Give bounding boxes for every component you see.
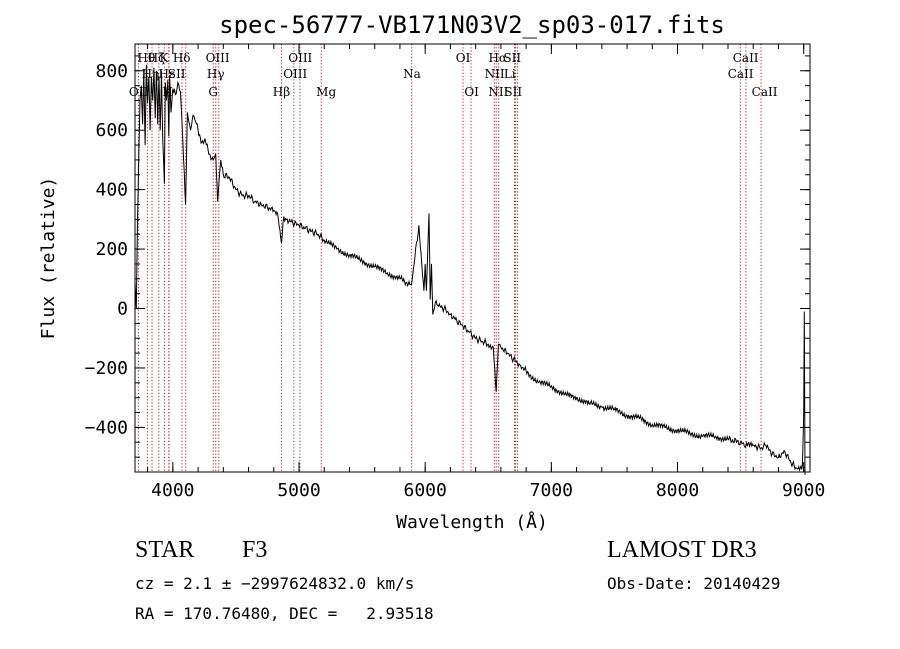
line-label-27: CaII	[752, 85, 778, 99]
axis-ticks	[135, 44, 810, 472]
plot-frame	[134, 43, 811, 473]
line-label-14: OIII	[288, 51, 312, 65]
y-tick-label: 400	[95, 180, 128, 201]
line-label-21: NII	[488, 85, 508, 99]
line-label-13: OIII	[283, 67, 307, 81]
line-label-26: CaII	[733, 51, 759, 65]
x-tick-label: 7000	[530, 480, 573, 501]
y-tick-label: 800	[95, 61, 128, 82]
line-label-1: Hθ	[138, 51, 156, 65]
object-subclass: F3	[242, 537, 268, 563]
line-label-17: OI	[456, 51, 471, 65]
line-label-24: SII	[504, 85, 522, 99]
line-label-15: Mg	[316, 85, 336, 99]
y-tick-label: 0	[117, 299, 128, 320]
line-label-3: Hζ	[148, 51, 165, 65]
y-tick-label: −400	[85, 417, 128, 438]
x-tick-label: 8000	[656, 480, 699, 501]
y-tick-label: 600	[95, 120, 128, 141]
coordinates: RA = 170.76480, DEC = 2.93518	[135, 604, 434, 623]
x-tick-label: 4000	[151, 480, 194, 501]
line-label-18: OI	[464, 85, 479, 99]
line-label-25: CaII	[728, 67, 754, 81]
x-tick-labels: 4000 5000 6000 7000 8000 9000	[151, 480, 825, 501]
x-tick-label: 6000	[404, 480, 447, 501]
y-tick-label: 200	[95, 239, 128, 260]
redshift-readout: cz = 2.1 ± −2997624832.0 km/s	[135, 574, 415, 593]
y-axis-label: Flux (relative)	[38, 177, 59, 340]
obs-date: Obs-Date: 20140429	[607, 574, 781, 593]
line-label-23: SII	[503, 51, 521, 65]
x-tick-label: 9000	[782, 480, 825, 501]
line-label-20: Hα	[488, 51, 507, 65]
line-label-22: Li	[504, 67, 516, 81]
line-label-16: Na	[403, 67, 421, 81]
chart-title: spec-56777-VB171N03V2_sp03-017.fits	[219, 11, 725, 39]
line-label-11: G	[208, 85, 218, 99]
line-label-7: SII	[168, 67, 186, 81]
x-tick-label: 5000	[277, 480, 320, 501]
survey-label: LAMOST DR3	[607, 537, 757, 563]
y-tick-label: −200	[85, 358, 128, 379]
line-label-8: Hδ	[173, 51, 191, 65]
line-label-19: NII	[485, 67, 505, 81]
spectral-line-markers	[137, 44, 762, 472]
line-label-9: OIII	[206, 51, 230, 65]
line-label-4: K	[160, 51, 170, 65]
spectrum-line	[134, 64, 806, 476]
line-label-10: Hγ	[207, 67, 225, 81]
object-class: STAR	[135, 537, 195, 563]
x-axis-label: Wavelength (Å)	[396, 511, 548, 533]
line-label-6: Hε	[158, 67, 175, 81]
y-tick-labels: −400 −200 0 200 400 600 800	[85, 61, 128, 439]
line-label-12: Hβ	[273, 85, 290, 99]
